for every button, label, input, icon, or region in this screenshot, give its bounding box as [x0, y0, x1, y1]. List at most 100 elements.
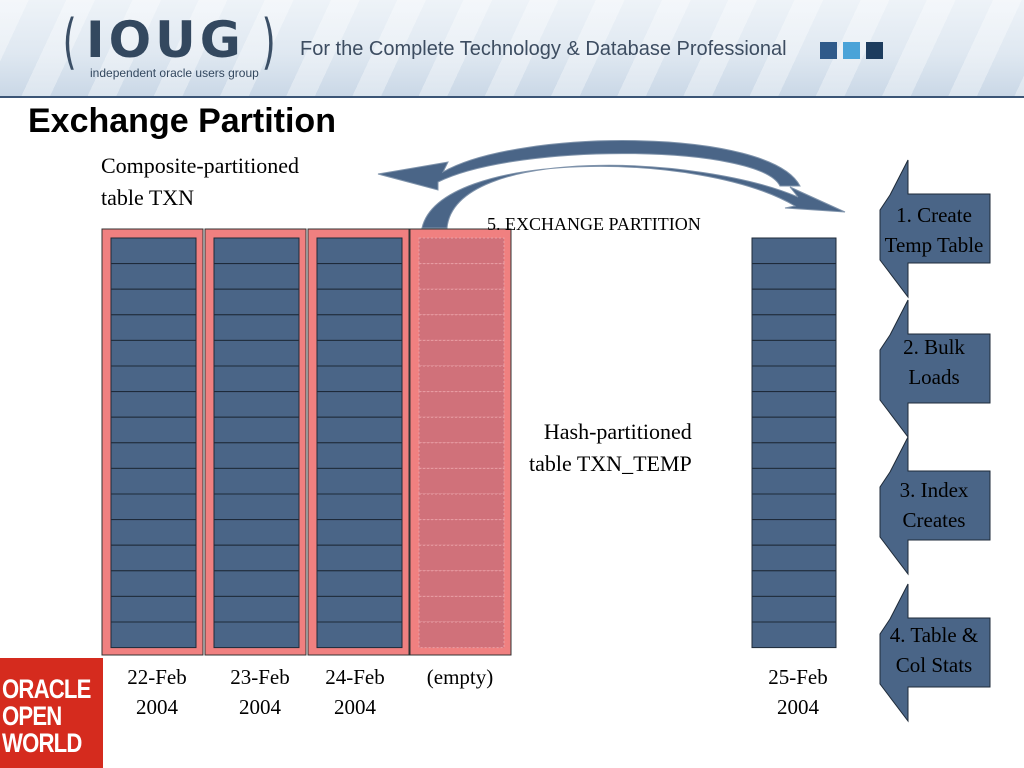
step-line2: Temp Table	[884, 233, 984, 257]
temp-subpartition	[751, 288, 837, 316]
temp-subpartition	[751, 237, 837, 265]
step-2-label: 2. Bulk Loads	[866, 332, 1002, 392]
subpartition	[110, 365, 197, 393]
subpartition	[213, 621, 300, 649]
empty-subpartition	[418, 314, 505, 341]
empty-subpartition	[418, 570, 505, 597]
header-banner: ( IOUG ) independent oracle users group …	[0, 0, 1024, 98]
date-line2: 2004	[136, 695, 178, 719]
step-1-label: 1. Create Temp Table	[866, 200, 1002, 260]
temp-subpartition	[751, 467, 837, 495]
empty-subpartition	[418, 595, 505, 623]
date-line1: 23-Feb	[230, 665, 290, 689]
date-line1: (empty)	[426, 665, 494, 689]
partition-date-label: 24-Feb 2004	[310, 662, 400, 722]
subpartition	[316, 621, 403, 649]
temp-subpartition	[751, 365, 837, 393]
subpartition	[316, 365, 403, 393]
subpartition	[316, 391, 403, 418]
composite-label-line1: Composite-partitioned	[101, 153, 299, 178]
subpartition	[110, 544, 197, 572]
accent-square-icon	[843, 42, 860, 59]
subpartition	[110, 314, 197, 341]
partition-date-label: 23-Feb 2004	[215, 662, 305, 722]
empty-subpartition	[418, 365, 505, 393]
subpartition	[213, 416, 300, 444]
subpartition	[110, 263, 197, 290]
subpartition	[316, 544, 403, 572]
temp-subpartition	[751, 493, 837, 521]
temp-subpartition	[751, 442, 837, 469]
header-divider	[0, 96, 1024, 98]
subpartition	[110, 416, 197, 444]
empty-subpartition	[418, 237, 505, 265]
step-4-label: 4. Table & Col Stats	[866, 620, 1002, 680]
subpartition	[213, 544, 300, 572]
temp-table-date-label: 25-Feb 2004	[752, 662, 844, 722]
temp-subpartition	[751, 519, 837, 546]
subpartition	[316, 442, 403, 469]
subpartition	[213, 493, 300, 521]
slide-title: Exchange Partition	[28, 102, 336, 140]
subpartition	[316, 570, 403, 597]
empty-subpartition	[418, 391, 505, 418]
subpartition	[110, 493, 197, 521]
subpartition	[110, 467, 197, 495]
step-line1: 2. Bulk	[903, 335, 965, 359]
empty-subpartition	[418, 288, 505, 316]
exchange-partition-label: 5. EXCHANGE PARTITION	[487, 214, 701, 234]
subpartition	[316, 288, 403, 316]
subpartition	[213, 519, 300, 546]
date-line2: 2004	[334, 695, 376, 719]
subpartition	[110, 621, 197, 649]
step-line1: 3. Index	[899, 478, 969, 502]
partition-date-label: (empty)	[410, 662, 510, 692]
empty-subpartition	[418, 493, 505, 521]
step-line2: Loads	[908, 365, 960, 389]
date-line2: 2004	[777, 695, 819, 719]
partition-date-label: 22-Feb 2004	[112, 662, 202, 722]
step-arrow-shape	[879, 159, 991, 299]
temp-subpartition	[751, 339, 837, 367]
subpartition	[213, 570, 300, 597]
subpartition	[213, 314, 300, 341]
step-line1: 1. Create	[896, 203, 972, 227]
subpartition	[316, 519, 403, 546]
accent-square-icon	[820, 42, 837, 59]
logo-line2: OPEN	[2, 701, 62, 731]
exchange-arrow-to-table	[377, 140, 801, 191]
empty-subpartition	[418, 519, 505, 546]
subpartition	[110, 288, 197, 316]
logo-subtitle: independent oracle users group	[90, 66, 259, 80]
subpartition	[110, 237, 197, 265]
subpartition	[316, 263, 403, 290]
subpartition	[316, 237, 403, 265]
empty-subpartition	[418, 544, 505, 572]
logo-line1: ORACLE	[2, 674, 91, 704]
step-line2: Creates	[902, 508, 966, 532]
subpartition	[213, 595, 300, 623]
hash-label-line1: Hash-partitioned	[543, 419, 692, 444]
subpartition	[110, 339, 197, 367]
exchange-arrow-to-temp	[421, 164, 846, 229]
header-tagline: For the Complete Technology & Database P…	[300, 38, 787, 60]
temp-subpartition	[751, 263, 837, 290]
step-3-label: 3. Index Creates	[866, 475, 1002, 535]
subpartition	[213, 442, 300, 469]
empty-subpartition	[418, 416, 505, 444]
empty-subpartition	[418, 467, 505, 495]
accent-square-icon	[866, 42, 883, 59]
step-arrow-shape	[879, 583, 991, 723]
temp-subpartition	[751, 544, 837, 572]
hash-label-line2: table TXN_TEMP	[529, 451, 692, 476]
subpartition	[316, 467, 403, 495]
composite-label-line2: table TXN	[101, 185, 195, 210]
date-line1: 22-Feb	[127, 665, 187, 689]
subpartition	[213, 237, 300, 265]
logo-line3: WORLD	[2, 728, 82, 758]
temp-subpartition	[751, 621, 837, 649]
step-line1: 4. Table &	[889, 623, 979, 647]
step-arrow-shape	[879, 436, 991, 576]
subpartition	[110, 391, 197, 418]
